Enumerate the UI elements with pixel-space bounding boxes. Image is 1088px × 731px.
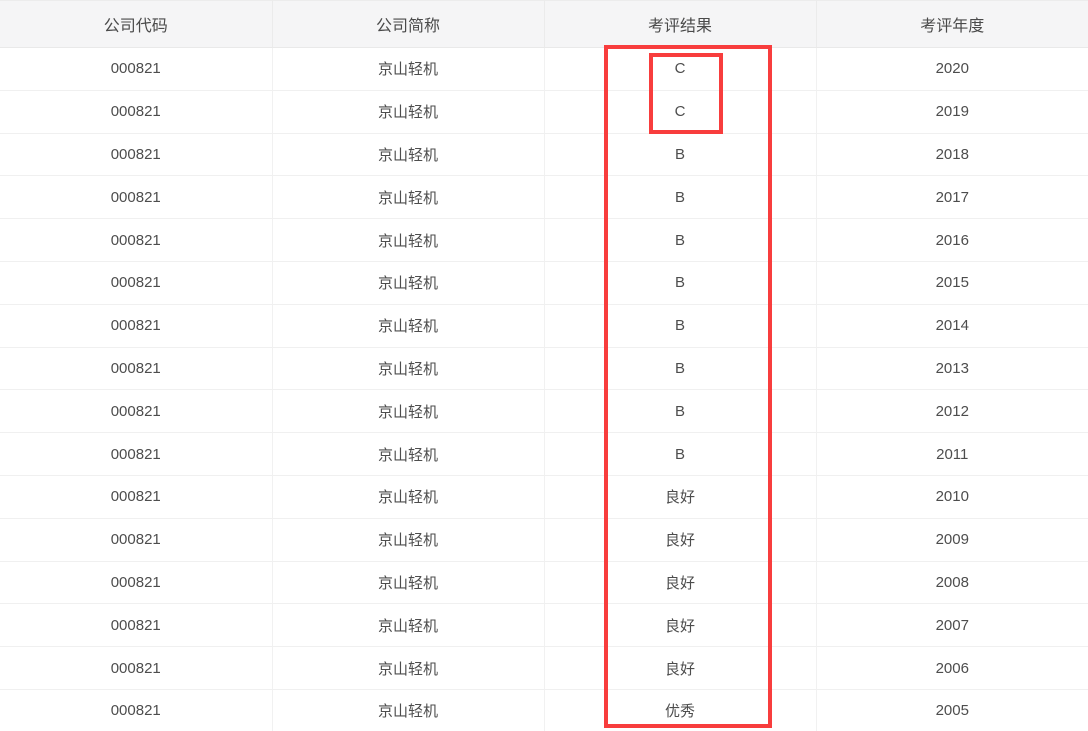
header-row: 公司代码 公司简称 考评结果 考评年度 — [0, 0, 1088, 48]
table-row: 000821 京山轻机 B 2012 — [0, 389, 1088, 434]
table-row: 000821 京山轻机 良好 2008 — [0, 561, 1088, 605]
table-row: 000821 京山轻机 B 2013 — [0, 347, 1088, 391]
cell-eval-result: 良好 — [544, 475, 817, 519]
table-row: 000821 京山轻机 良好 2010 — [0, 475, 1088, 519]
cell-eval-year: 2005 — [816, 689, 1088, 731]
cell-eval-year: 2016 — [816, 218, 1088, 262]
cell-eval-result: 良好 — [544, 518, 817, 562]
cell-eval-year: 2017 — [816, 175, 1088, 220]
cell-eval-year: 2010 — [816, 475, 1088, 519]
column-header-eval-result: 考评结果 — [544, 0, 817, 48]
cell-company-name: 京山轻机 — [272, 603, 545, 648]
cell-eval-result: B — [544, 133, 817, 177]
cell-company-name: 京山轻机 — [272, 518, 545, 562]
cell-eval-year: 2018 — [816, 133, 1088, 177]
cell-eval-result: B — [544, 389, 817, 434]
cell-company-name: 京山轻机 — [272, 475, 545, 519]
cell-eval-year: 2007 — [816, 603, 1088, 648]
table-header: 公司代码 公司简称 考评结果 考评年度 — [0, 0, 1088, 48]
table-row: 000821 京山轻机 优秀 2005 — [0, 689, 1088, 731]
cell-eval-year: 2011 — [816, 432, 1088, 476]
table-row: 000821 京山轻机 良好 2009 — [0, 518, 1088, 562]
cell-eval-result: B — [544, 218, 817, 262]
cell-company-name: 京山轻机 — [272, 90, 545, 134]
table-row: 000821 京山轻机 B 2011 — [0, 432, 1088, 476]
cell-eval-result: B — [544, 261, 817, 305]
cell-company-name: 京山轻机 — [272, 689, 545, 731]
table-row: 000821 京山轻机 良好 2007 — [0, 603, 1088, 648]
cell-company-name: 京山轻机 — [272, 646, 545, 690]
cell-company-name: 京山轻机 — [272, 261, 545, 305]
cell-eval-result: B — [544, 432, 817, 476]
cell-eval-year: 2020 — [816, 47, 1088, 91]
cell-company-name: 京山轻机 — [272, 561, 545, 605]
cell-company-name: 京山轻机 — [272, 175, 545, 220]
table-row: 000821 京山轻机 B 2014 — [0, 304, 1088, 348]
cell-company-name: 京山轻机 — [272, 389, 545, 434]
column-header-company-code: 公司代码 — [0, 0, 273, 48]
cell-eval-result: 良好 — [544, 603, 817, 648]
cell-company-code: 000821 — [0, 603, 273, 648]
cell-company-code: 000821 — [0, 561, 273, 605]
cell-company-name: 京山轻机 — [272, 304, 545, 348]
table-row: 000821 京山轻机 B 2017 — [0, 175, 1088, 220]
cell-company-code: 000821 — [0, 90, 273, 134]
cell-eval-result: B — [544, 304, 817, 348]
cell-eval-result: B — [544, 175, 817, 220]
table-row: 000821 京山轻机 C 2020 — [0, 47, 1088, 91]
cell-company-code: 000821 — [0, 347, 273, 391]
table-row: 000821 京山轻机 B 2016 — [0, 218, 1088, 262]
cell-company-code: 000821 — [0, 304, 273, 348]
cell-company-code: 000821 — [0, 389, 273, 434]
cell-eval-result: 优秀 — [544, 689, 817, 731]
cell-eval-year: 2019 — [816, 90, 1088, 134]
cell-company-name: 京山轻机 — [272, 432, 545, 476]
cell-company-code: 000821 — [0, 689, 273, 731]
cell-eval-result: 良好 — [544, 561, 817, 605]
cell-eval-year: 2013 — [816, 347, 1088, 391]
cell-company-code: 000821 — [0, 218, 273, 262]
cell-company-code: 000821 — [0, 432, 273, 476]
cell-company-code: 000821 — [0, 175, 273, 220]
cell-company-code: 000821 — [0, 518, 273, 562]
column-header-company-name: 公司简称 — [272, 0, 545, 48]
cell-eval-year: 2008 — [816, 561, 1088, 605]
cell-eval-result: B — [544, 347, 817, 391]
cell-company-code: 000821 — [0, 475, 273, 519]
table-row: 000821 京山轻机 B 2015 — [0, 261, 1088, 305]
cell-company-name: 京山轻机 — [272, 133, 545, 177]
cell-eval-result: 良好 — [544, 646, 817, 690]
cell-company-code: 000821 — [0, 261, 273, 305]
cell-company-name: 京山轻机 — [272, 218, 545, 262]
cell-eval-year: 2006 — [816, 646, 1088, 690]
column-header-eval-year: 考评年度 — [816, 0, 1088, 48]
cell-company-name: 京山轻机 — [272, 47, 545, 91]
cell-eval-result: C — [544, 47, 817, 91]
cell-eval-year: 2014 — [816, 304, 1088, 348]
cell-eval-year: 2009 — [816, 518, 1088, 562]
table-row: 000821 京山轻机 C 2019 — [0, 90, 1088, 134]
cell-company-code: 000821 — [0, 47, 273, 91]
table-row: 000821 京山轻机 B 2018 — [0, 133, 1088, 177]
table-row: 000821 京山轻机 良好 2006 — [0, 646, 1088, 690]
cell-eval-year: 2015 — [816, 261, 1088, 305]
table-body: 000821 京山轻机 C 2020 000821 京山轻机 C 2019 00… — [0, 47, 1088, 731]
cell-company-name: 京山轻机 — [272, 347, 545, 391]
cell-company-code: 000821 — [0, 133, 273, 177]
cell-eval-year: 2012 — [816, 389, 1088, 434]
cell-company-code: 000821 — [0, 646, 273, 690]
cell-eval-result: C — [544, 90, 817, 134]
